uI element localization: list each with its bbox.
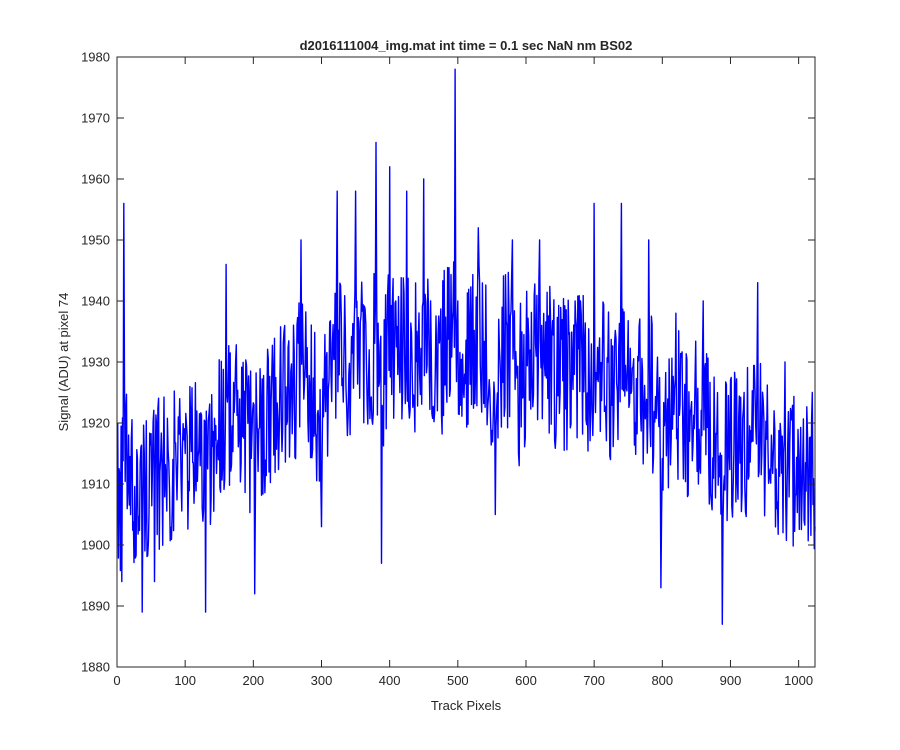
x-tick-label: 100 (174, 673, 196, 688)
y-tick-label: 1910 (81, 477, 110, 492)
y-tick-label: 1880 (81, 660, 110, 675)
series-layer (117, 68, 816, 625)
x-tick-label: 500 (447, 673, 469, 688)
y-tick-label: 1980 (81, 50, 110, 65)
x-tick-label: 300 (311, 673, 333, 688)
y-tick-label: 1900 (81, 538, 110, 553)
y-tick-label: 1920 (81, 416, 110, 431)
x-tick-label: 900 (720, 673, 742, 688)
x-tick-label: 0 (113, 673, 120, 688)
y-tick-label: 1950 (81, 233, 110, 248)
series-line-0 (117, 68, 816, 625)
y-axis-label: Signal (ADU) at pixel 74 (56, 293, 71, 432)
y-tick-label: 1940 (81, 294, 110, 309)
y-tick-label: 1960 (81, 172, 110, 187)
chart-title: d2016111004_img.mat int time = 0.1 sec N… (300, 38, 633, 53)
x-tick-label: 600 (515, 673, 537, 688)
y-tick-label: 1930 (81, 355, 110, 370)
x-tick-label: 200 (242, 673, 264, 688)
y-tick-label: 1970 (81, 111, 110, 126)
x-axis-label: Track Pixels (431, 698, 502, 713)
x-tick-label: 700 (583, 673, 605, 688)
y-tick-label: 1890 (81, 599, 110, 614)
x-tick-label: 1000 (784, 673, 813, 688)
x-tick-label: 800 (651, 673, 673, 688)
x-tick-label: 400 (379, 673, 401, 688)
axes: 0 100 200 300 400 500 600 700 800 900 1000 1880 1890… (81, 50, 816, 688)
